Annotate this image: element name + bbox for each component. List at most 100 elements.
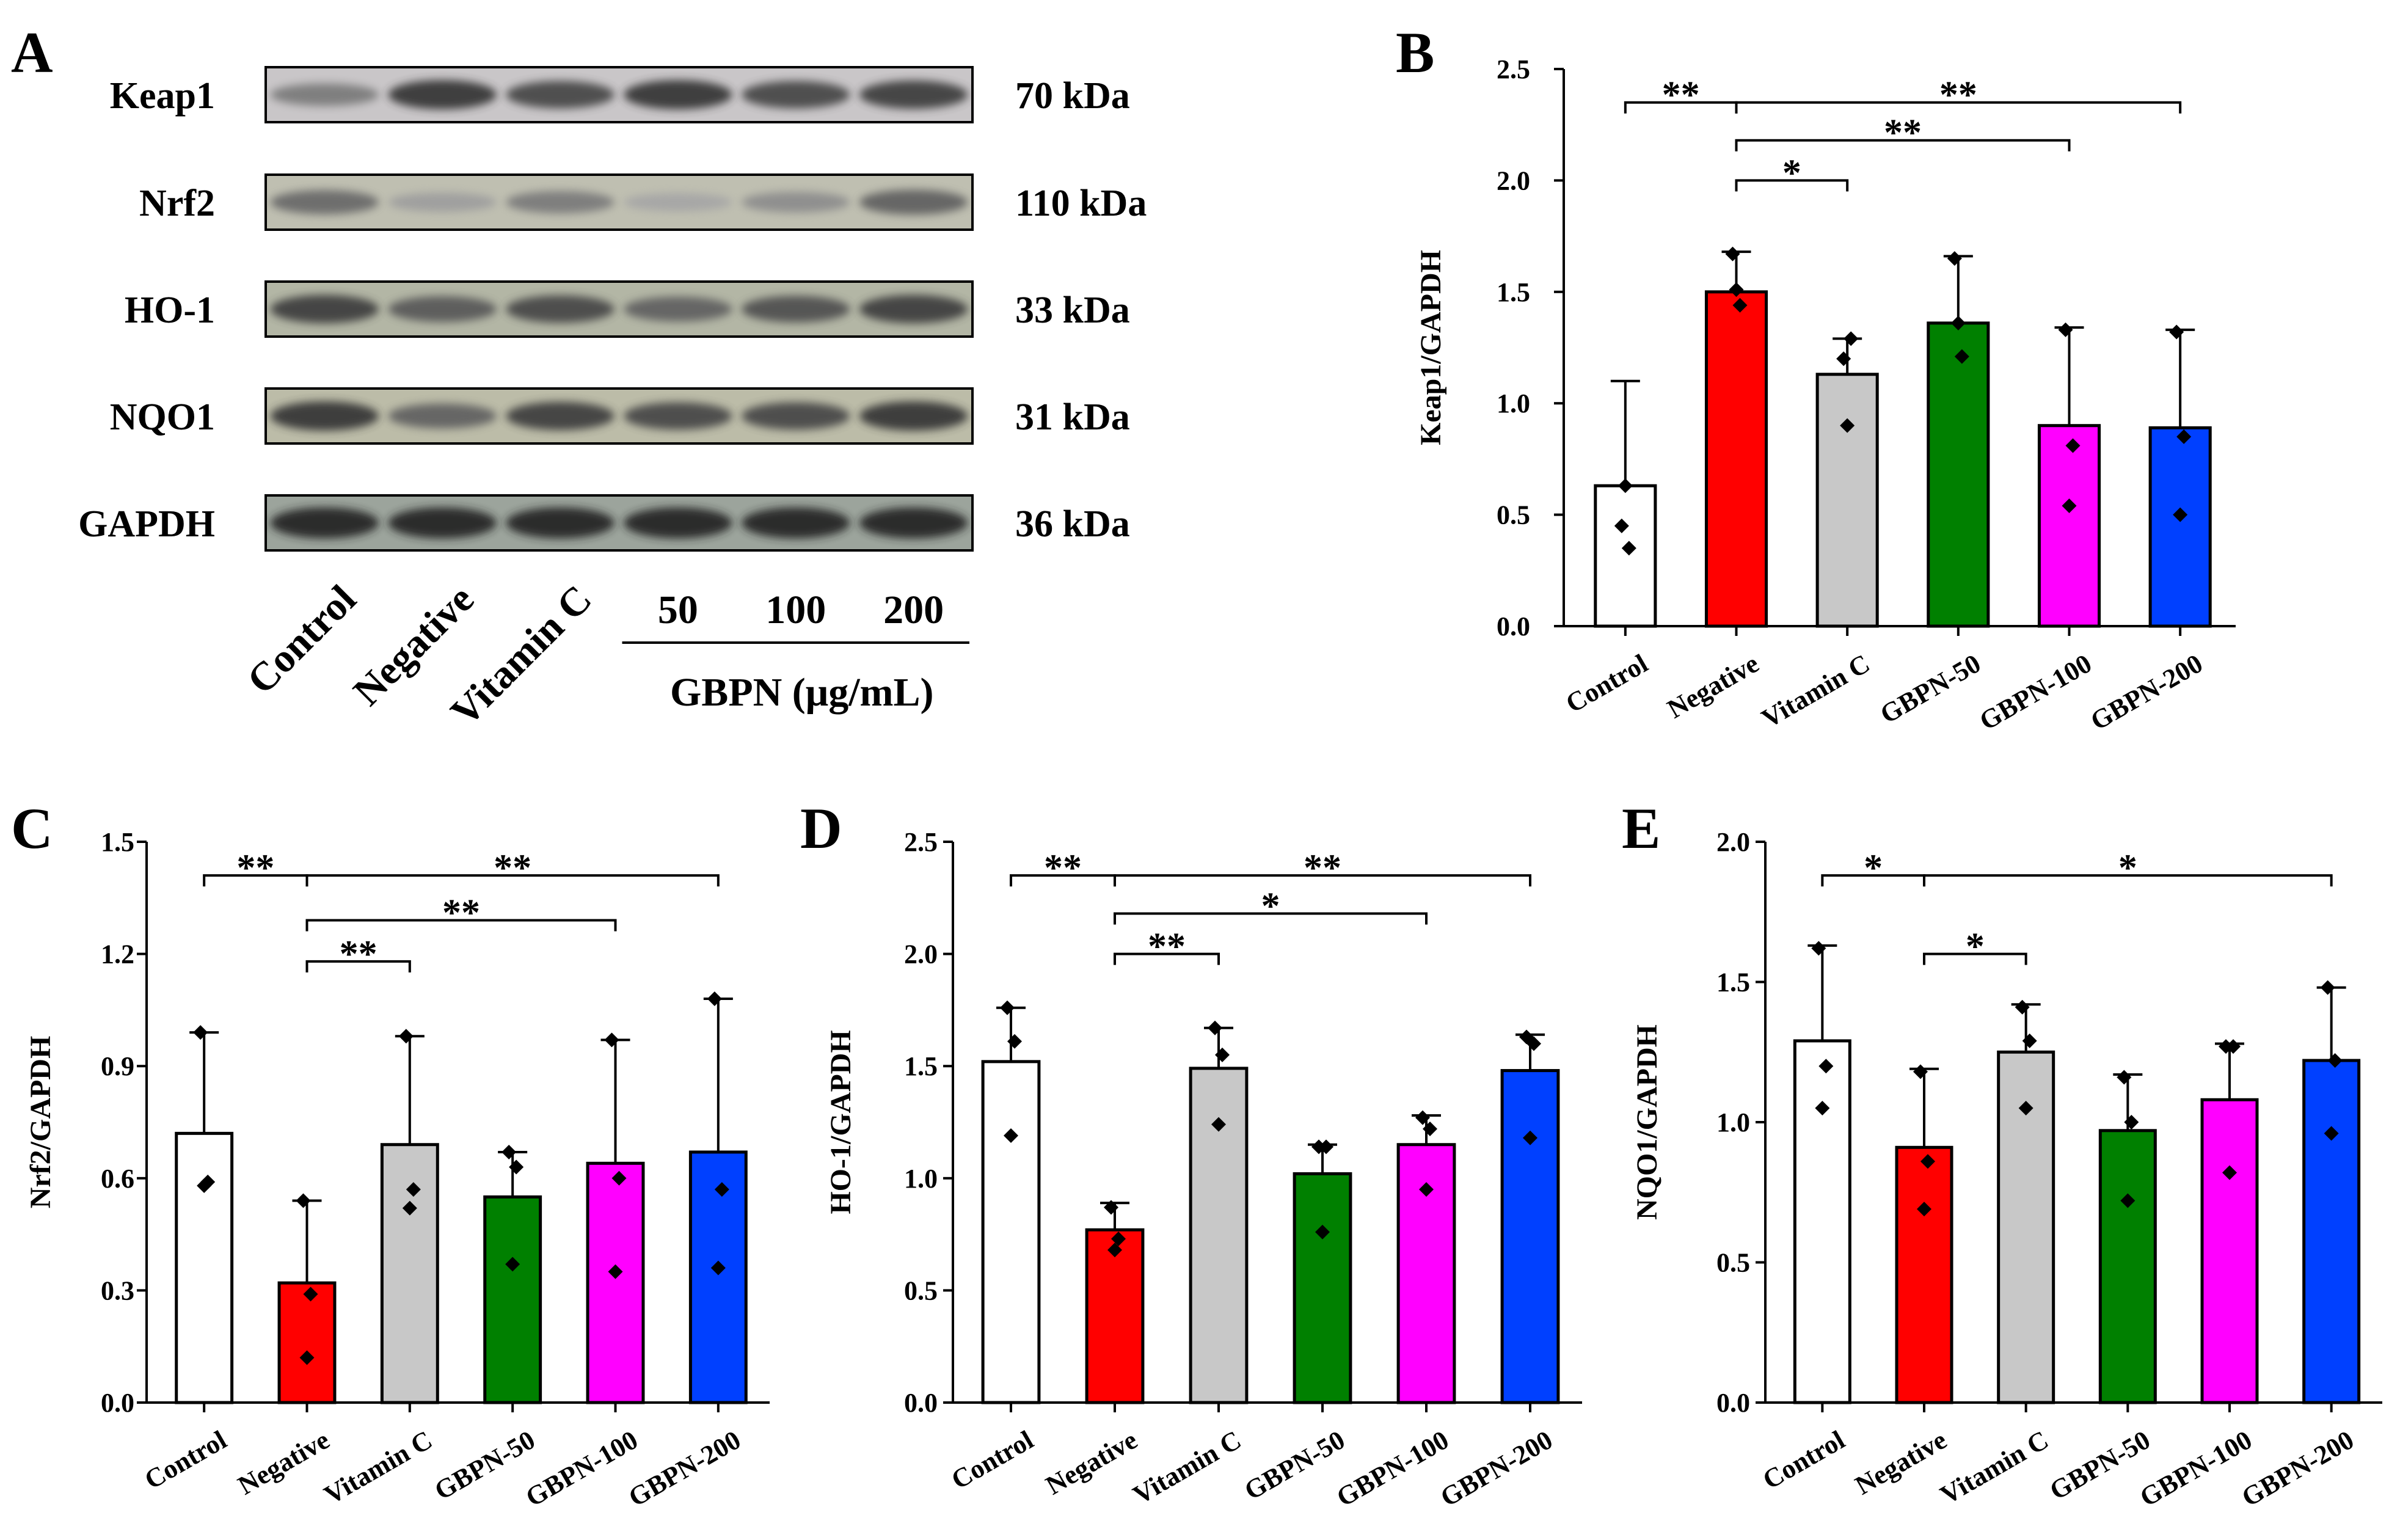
data-point <box>1815 1101 1830 1116</box>
blot-band <box>270 507 379 539</box>
panel-label-c: C <box>11 796 53 861</box>
data-point <box>1007 1034 1022 1049</box>
data-point <box>1732 297 1748 313</box>
data-point <box>1844 331 1859 346</box>
data-point <box>1917 1202 1931 1217</box>
bar-gbpn-100 <box>2200 1098 2259 1404</box>
data-point <box>1621 541 1636 556</box>
x-category-label: Vitamin C <box>1935 1425 2054 1510</box>
blot-band <box>270 190 379 214</box>
data-point <box>1614 518 1629 533</box>
x-category-label: GBPN-200 <box>624 1425 746 1513</box>
blot-strip-keap1 <box>264 66 974 123</box>
blot-row-label: Keap1 <box>110 75 215 117</box>
bar-control <box>175 1131 234 1404</box>
significance-bracket <box>1735 179 1849 192</box>
significance-bracket <box>1735 101 2182 114</box>
significance-marker: ** <box>1884 112 1922 154</box>
significance-marker: ** <box>1148 926 1186 968</box>
blot-kda-label: 36 kDa <box>1015 503 1130 545</box>
y-tick-label: 0.0 <box>1716 1388 1750 1418</box>
x-category-label: Negative <box>1662 648 1763 724</box>
data-point <box>1523 1130 1537 1145</box>
data-point <box>2222 1165 2237 1180</box>
blot-band <box>388 403 497 429</box>
blot-strip-nqo1 <box>264 387 974 445</box>
bar-control <box>1793 1039 1851 1404</box>
y-tick-label: 1.5 <box>1716 968 1750 998</box>
y-tick-label: 0.5 <box>1716 1248 1750 1278</box>
blot-row-label: Nrf2 <box>139 183 215 224</box>
data-point <box>505 1257 520 1272</box>
data-point <box>2320 980 2335 995</box>
blot-strip-ho-1 <box>264 280 974 338</box>
bar-gbpn-50 <box>1293 1172 1352 1404</box>
y-tick-label: 1.5 <box>101 827 134 857</box>
significance-marker: * <box>2118 847 2137 889</box>
data-point <box>1811 941 1826 956</box>
data-point <box>2173 507 2188 522</box>
chart-panel-d: D 0.0 0.5 1.0 1.5 2.0 2.5 HO-1/GAPDH Control Nega… <box>800 796 1582 1513</box>
y-axis-title: Nrf2/GAPDH <box>24 1036 57 1209</box>
significance-bracket <box>305 919 617 932</box>
data-point <box>1725 246 1740 261</box>
x-category-label: GBPN-100 <box>1974 648 2096 736</box>
x-category-label: Vitamin C <box>1128 1425 1246 1510</box>
data-point <box>1526 1036 1541 1051</box>
data-point <box>1319 1139 1333 1155</box>
data-point <box>2120 1193 2136 1208</box>
data-point <box>509 1159 524 1175</box>
blot-band <box>506 191 615 214</box>
y-tick-label: 2.0 <box>904 940 938 969</box>
chart-panel-c: C 0.0 0.3 0.6 0.9 1.2 1.5 Nrf2/GAPDH Control Nega… <box>11 796 770 1513</box>
y-tick-label: 1.2 <box>101 940 134 969</box>
data-point <box>608 1264 623 1279</box>
data-point <box>1818 1059 1834 1074</box>
data-point <box>1211 1117 1226 1132</box>
data-point <box>2022 1033 2037 1048</box>
y-tick-label: 2.0 <box>1497 166 1530 195</box>
y-axis-title: Keap1/GAPDH <box>1415 250 1447 445</box>
significance-marker: * <box>1261 886 1280 927</box>
blot-band <box>624 193 732 211</box>
dose-label: 50 <box>658 588 698 632</box>
blot-band <box>624 507 732 539</box>
data-point <box>197 1178 212 1194</box>
data-point <box>1315 1224 1330 1239</box>
y-axis-title: NQO1/GAPDH <box>1631 1024 1663 1220</box>
significance-marker: ** <box>340 933 377 975</box>
x-category-label: GBPN-50 <box>1875 648 1986 729</box>
data-point <box>1840 418 1855 433</box>
data-point <box>299 1350 315 1365</box>
blot-band <box>742 402 850 430</box>
bar-gbpn-100 <box>586 1161 645 1404</box>
blot-band <box>859 189 968 215</box>
data-point <box>1729 282 1744 297</box>
blot-band <box>624 296 732 322</box>
data-point <box>2117 1070 2132 1085</box>
bar-gbpn-200 <box>1500 1069 1560 1404</box>
data-point <box>1004 1128 1018 1144</box>
data-point <box>2124 1115 2139 1129</box>
western-blot-panel: A Keap1 70 kDa Nrf2 110 kDa HO-1 33 kDa NQO1 31 … <box>11 20 1147 735</box>
y-tick-label: 0.0 <box>1497 611 1530 641</box>
blot-band <box>859 401 968 431</box>
blot-band <box>742 507 850 539</box>
data-point <box>2015 999 2030 1015</box>
blot-band <box>742 81 850 109</box>
bar-vitamin-c <box>380 1143 439 1404</box>
bar-negative <box>1704 290 1768 628</box>
y-tick-label: 1.5 <box>1497 277 1530 307</box>
blot-band <box>742 192 850 213</box>
data-point <box>193 1025 208 1040</box>
x-category-label: Negative <box>233 1425 334 1500</box>
chart-panel-b: B 0.0 0.5 1.0 1.5 2.0 2.5 Keap1/GAPDH Control Neg… <box>1396 20 2236 736</box>
blot-kda-label: 33 kDa <box>1015 290 1130 331</box>
x-category-label: Control <box>1758 1425 1850 1495</box>
data-point <box>1415 1110 1430 1125</box>
significance-marker: * <box>1864 847 1883 889</box>
significance-marker: ** <box>442 892 480 934</box>
data-point <box>2065 438 2081 453</box>
bar-negative <box>1895 1145 1953 1404</box>
